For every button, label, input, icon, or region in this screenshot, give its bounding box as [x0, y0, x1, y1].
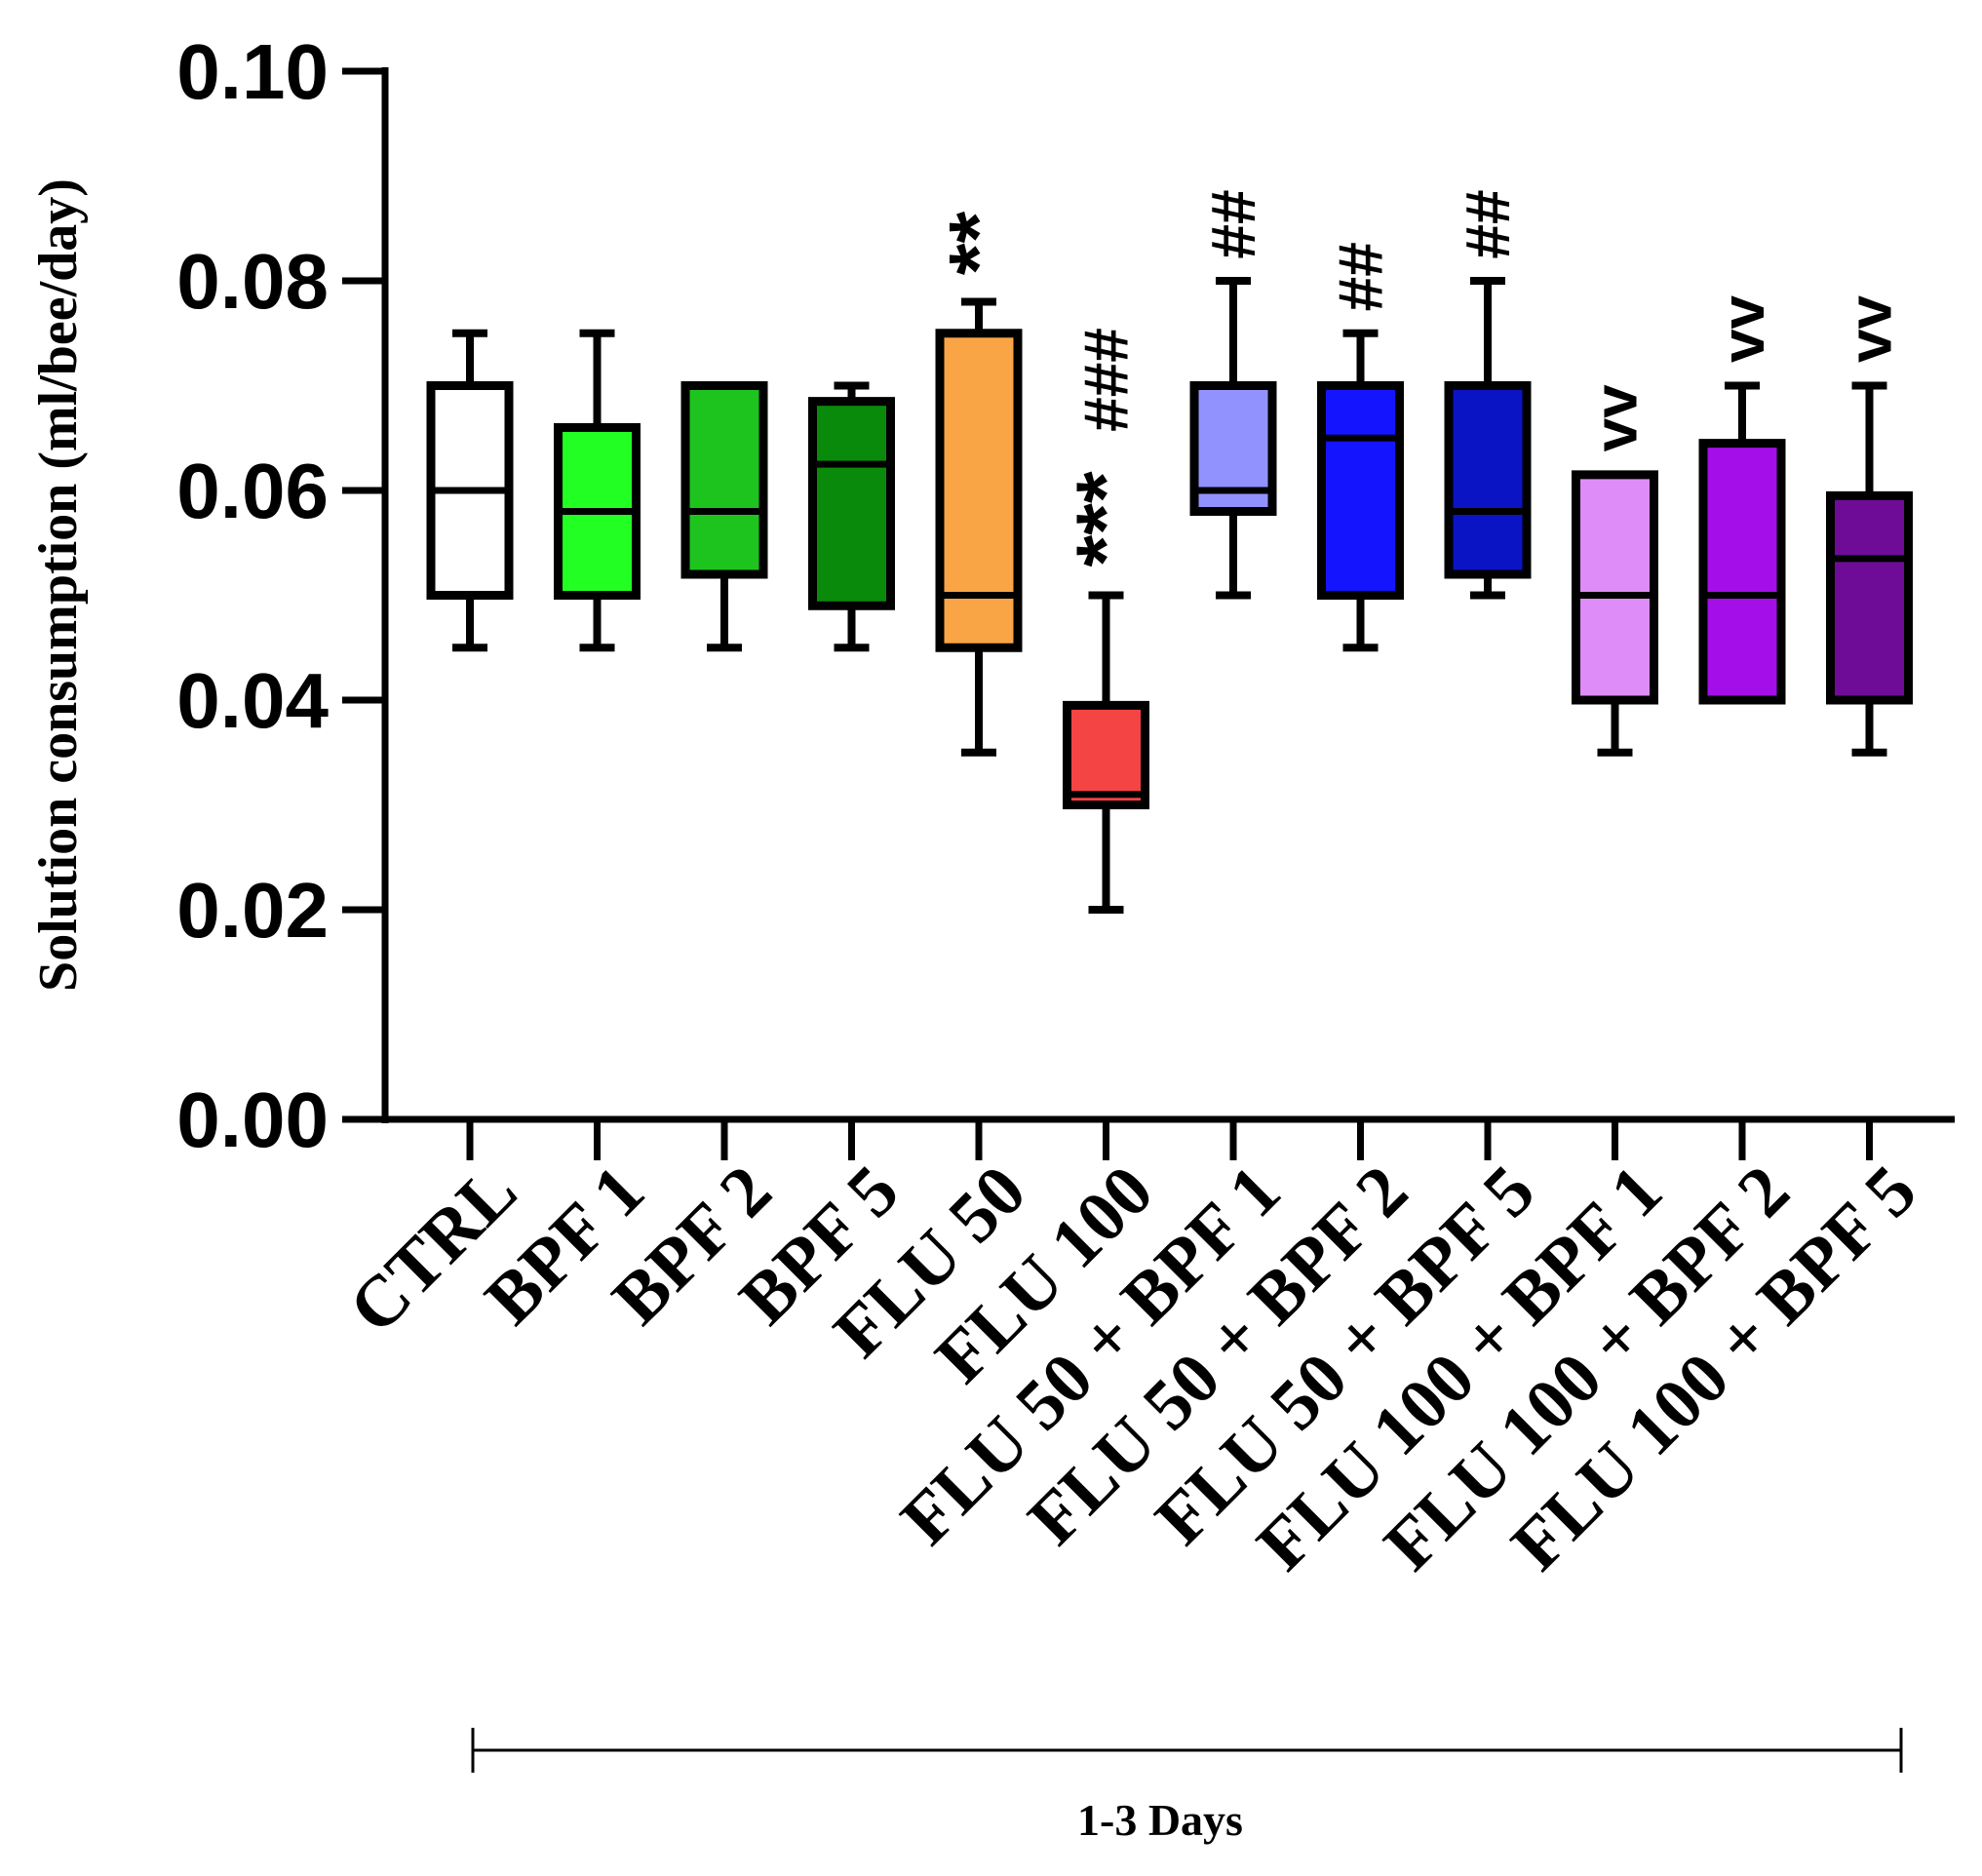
box-group: [680, 381, 768, 652]
box-group: [426, 329, 514, 652]
y-tick-label: 0.04: [176, 657, 329, 744]
box-group: [1317, 329, 1404, 652]
y-tick-label: 0.10: [176, 28, 329, 115]
significance-marker: vv: [1583, 384, 1651, 451]
day-range-bracket: 1-3 Days: [471, 1728, 1903, 1845]
significance-marker: ##: [1198, 189, 1268, 258]
bracket-label: 1-3 Days: [1077, 1795, 1243, 1845]
significance-marker: ##: [1326, 242, 1396, 311]
significance-marker: vv: [1838, 295, 1905, 363]
box-group: [1189, 277, 1277, 600]
iqr-box: [1063, 700, 1149, 809]
iqr-box: [1317, 381, 1404, 600]
iqr-box: [1444, 381, 1532, 579]
significance-marker: ##: [1453, 189, 1523, 258]
iqr-box: [935, 329, 1023, 652]
y-tick-label: 0.00: [176, 1076, 329, 1163]
iqr-box: [680, 381, 768, 579]
box-group: [1063, 591, 1149, 914]
significance-marker: ###: [1071, 328, 1142, 432]
y-tick-label: 0.08: [176, 238, 329, 325]
y-axis-title: Solution consumption (ml/bee/day): [28, 178, 89, 992]
y-tick-label: 0.06: [176, 448, 329, 534]
box-group: [554, 329, 641, 652]
significance-marker: ***: [1060, 471, 1151, 567]
significance-marker: vv: [1710, 295, 1777, 363]
iqr-box: [1698, 439, 1786, 705]
box-series: [426, 277, 1913, 914]
iqr-box: [1572, 470, 1658, 705]
y-tick-label: 0.02: [176, 867, 329, 954]
significance-marker: **: [932, 212, 1024, 276]
box-group: [1826, 381, 1913, 757]
y-axis: 0.00 0.02 0.04 0.06 0.08 0.10: [176, 28, 389, 1163]
iqr-box: [808, 397, 895, 610]
iqr-box: [1826, 490, 1913, 705]
box-group: [808, 381, 895, 652]
box-group: [1572, 470, 1658, 757]
box-group: [1698, 381, 1786, 705]
box-group: [1444, 277, 1532, 600]
box-group: [935, 297, 1023, 757]
